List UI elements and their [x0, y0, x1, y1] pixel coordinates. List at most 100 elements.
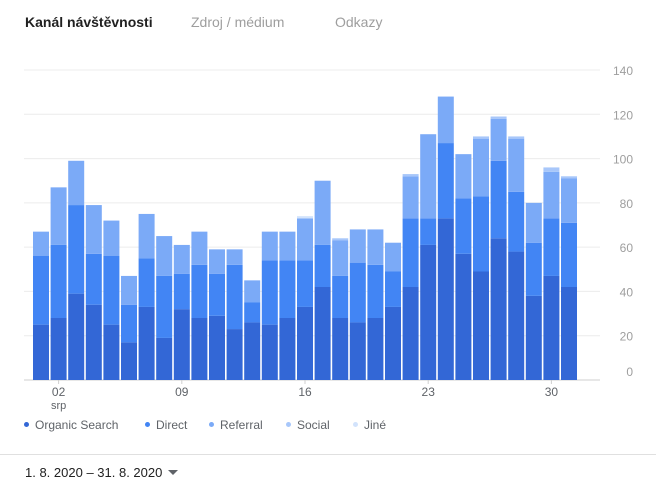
- y-tick-label: 140: [613, 64, 633, 78]
- bar-segment: [473, 271, 489, 380]
- bar-segment: [68, 160, 85, 206]
- bar-segment: [138, 306, 155, 380]
- bar-segment: [402, 176, 419, 219]
- bar-segment: [525, 242, 542, 296]
- bar-segment: [490, 116, 507, 119]
- bar-segment: [85, 205, 102, 254]
- x-tick-label: 16: [298, 385, 312, 399]
- bar-segment: [297, 216, 313, 219]
- bar-segment: [244, 302, 261, 323]
- legend-item-direct[interactable]: Direct: [145, 418, 187, 432]
- bar-segment: [420, 244, 437, 380]
- legend-label: Referral: [220, 418, 263, 432]
- bar-segment: [367, 264, 384, 318]
- bar-segment: [209, 315, 225, 380]
- y-tick-label: 40: [620, 285, 634, 299]
- y-tick-label: 20: [620, 330, 634, 344]
- legend-item-referral[interactable]: Referral: [209, 418, 263, 432]
- bar-segment: [508, 251, 525, 380]
- bar-segment: [279, 260, 296, 318]
- bar-segment: [402, 287, 419, 380]
- date-range-picker[interactable]: 1. 8. 2020 – 31. 8. 2020: [25, 465, 179, 480]
- bar-segment: [261, 231, 278, 261]
- bar-segment: [209, 273, 225, 316]
- bar-segment: [420, 134, 437, 219]
- bar-segment: [349, 262, 366, 323]
- bar-segment: [261, 260, 278, 325]
- bar-segment: [543, 218, 560, 276]
- bar-segment: [121, 304, 137, 343]
- bar-segment: [508, 191, 525, 252]
- legend-item-organic-search[interactable]: Organic Search: [24, 418, 118, 432]
- x-tick-label: 23: [422, 385, 436, 399]
- bar-segment: [385, 271, 401, 307]
- bar-segment: [138, 258, 155, 307]
- bar-segment: [508, 136, 525, 139]
- bar-segment: [455, 198, 472, 254]
- bar-segment: [437, 143, 454, 219]
- bar-segment: [85, 304, 102, 380]
- date-range-label: 1. 8. 2020 – 31. 8. 2020: [25, 465, 163, 480]
- y-tick-label: 100: [613, 153, 633, 167]
- bar-segment: [473, 196, 489, 272]
- bar-segment: [173, 244, 190, 274]
- bar-segment: [191, 231, 208, 265]
- tab-odkazy[interactable]: Odkazy: [335, 14, 383, 30]
- tab-kanal-navstevnosti[interactable]: Kanál návštěvnosti: [25, 14, 153, 30]
- bar-segment: [455, 253, 472, 380]
- bar-segment: [473, 136, 489, 139]
- bar-segment: [402, 174, 419, 177]
- bar-segment: [279, 231, 296, 261]
- legend-item-jine[interactable]: Jiné: [353, 418, 386, 432]
- bar-segment: [420, 218, 437, 245]
- bar-segment: [226, 249, 243, 265]
- bar-segment: [50, 318, 67, 380]
- bar-segment: [437, 96, 454, 144]
- bar-segment: [103, 220, 120, 256]
- bar-segment: [473, 138, 489, 197]
- x-tick-label: 02: [52, 385, 66, 399]
- bar-segment: [402, 218, 419, 287]
- caret-down-icon: [168, 470, 179, 476]
- bar-segment: [455, 154, 472, 199]
- x-tick-sublabel: srp: [51, 400, 66, 412]
- bar-segment: [173, 273, 190, 310]
- bar-segment: [191, 264, 208, 318]
- bar-segment: [103, 256, 120, 325]
- bar-segment: [508, 138, 525, 192]
- bar-segment: [279, 318, 296, 380]
- bar-segment: [50, 244, 67, 318]
- bar-segment: [314, 244, 331, 287]
- legend-dot: [353, 422, 358, 428]
- bar-segment: [33, 256, 49, 325]
- legend-label: Social: [297, 418, 330, 432]
- legend-dot: [145, 422, 150, 428]
- bar-segment: [244, 280, 261, 303]
- bar-segment: [173, 309, 190, 380]
- bar-segment: [156, 337, 173, 380]
- bar-segment: [33, 324, 49, 380]
- legend-item-social[interactable]: Social: [286, 418, 330, 432]
- bar-segment: [68, 293, 85, 380]
- bar-segment: [332, 275, 349, 318]
- bar-segment: [50, 187, 67, 245]
- footer-divider: [0, 454, 656, 455]
- legend-label: Direct: [156, 418, 188, 432]
- bar-segment: [191, 318, 208, 380]
- bar-segment: [561, 287, 577, 380]
- bar-segment: [209, 249, 225, 274]
- bar-segment: [244, 322, 261, 380]
- bar-segment: [138, 213, 155, 259]
- bar-segment: [525, 295, 542, 380]
- bar-segment: [367, 318, 384, 380]
- bar-segment: [85, 253, 102, 305]
- bar-segment: [226, 329, 243, 380]
- bar-segment: [385, 242, 401, 272]
- bar-segment: [261, 324, 278, 380]
- bar-segment: [103, 324, 120, 380]
- y-tick-label: 60: [620, 241, 634, 255]
- bar-segment: [68, 205, 85, 294]
- tab-zdroj-medium[interactable]: Zdroj / médium: [191, 14, 285, 30]
- legend-dot: [24, 422, 29, 428]
- bar-segment: [332, 240, 349, 276]
